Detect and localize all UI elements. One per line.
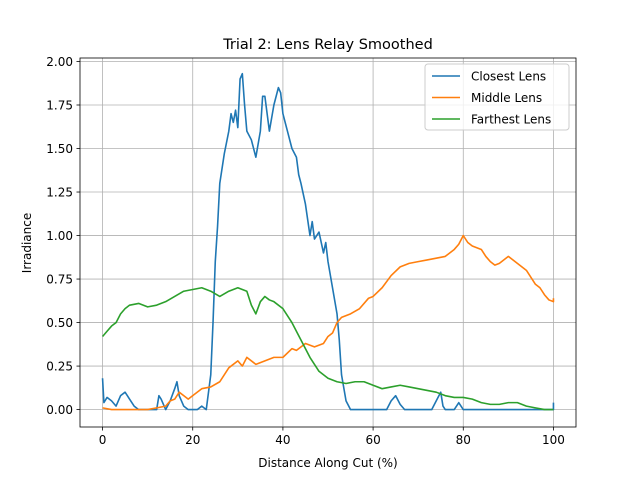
x-tick-label: 80 xyxy=(456,433,471,447)
x-tick-label: 60 xyxy=(365,433,380,447)
x-tick-label: 20 xyxy=(185,433,200,447)
x-tick-label: 0 xyxy=(99,433,107,447)
series-lines xyxy=(101,72,555,411)
series-line-3 xyxy=(101,286,554,411)
x-tick-label: 100 xyxy=(542,433,565,447)
y-tick-label: 0.25 xyxy=(46,359,73,373)
y-tick-label: 2.00 xyxy=(46,55,73,69)
series-line-2 xyxy=(102,234,555,411)
y-tick-label: 1.50 xyxy=(46,142,73,156)
series-line-1 xyxy=(101,72,555,411)
chart-title: Trial 2: Lens Relay Smoothed xyxy=(222,37,433,53)
axes-frame xyxy=(79,57,577,428)
x-tick-label: 40 xyxy=(275,433,290,447)
x-axis-label: Distance Along Cut (%) xyxy=(258,456,397,470)
legend-label-1: Closest Lens xyxy=(471,69,546,83)
legend: Closest Lens Middle Lens Farthest Lens xyxy=(424,63,570,131)
y-axis-label: Irradiance xyxy=(20,213,34,273)
grid-lines xyxy=(80,58,576,427)
y-tick-label: 1.25 xyxy=(46,185,73,199)
plot-border xyxy=(79,57,577,428)
y-tick-label: 0.00 xyxy=(46,403,73,417)
legend-label-2: Middle Lens xyxy=(471,91,542,105)
y-tick-label: 1.75 xyxy=(46,98,73,112)
y-tick-label: 1.00 xyxy=(46,229,73,243)
legend-label-3: Farthest Lens xyxy=(471,112,551,126)
y-tick-label: 0.75 xyxy=(46,272,73,286)
legend-box xyxy=(424,63,570,131)
y-tick-label: 0.50 xyxy=(46,316,73,330)
ticks: 0 20 40 60 80 100 0.00 0.25 0.50 0.75 1.00 1.25 1.50… xyxy=(46,55,565,447)
